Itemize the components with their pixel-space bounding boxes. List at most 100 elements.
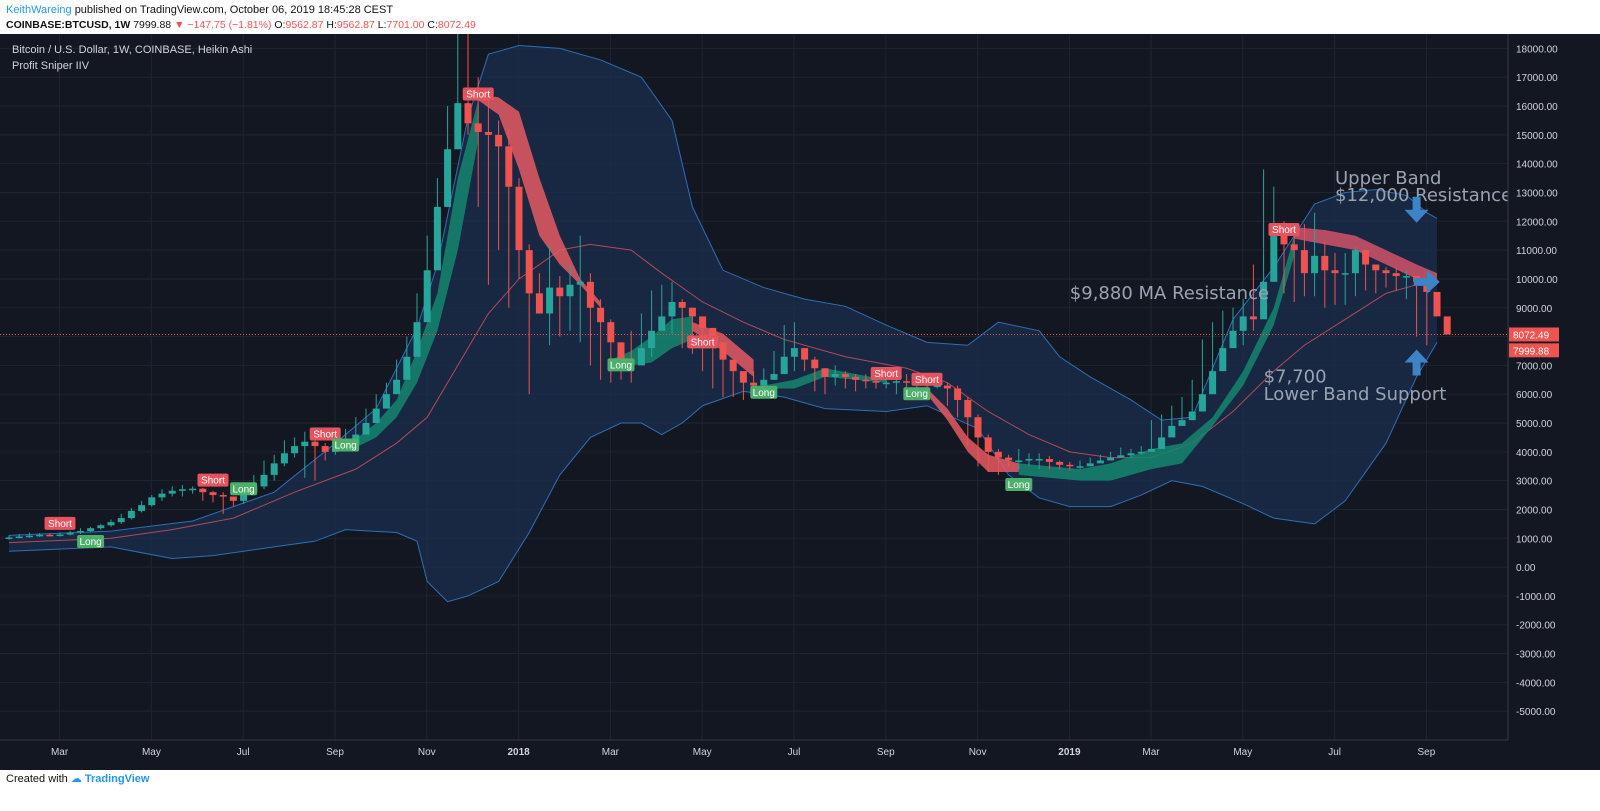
author-link[interactable]: KeithWareing <box>6 4 72 16</box>
candle[interactable] <box>433 206 441 271</box>
candle[interactable] <box>219 495 227 497</box>
candle[interactable] <box>780 356 788 375</box>
candle[interactable] <box>903 381 911 383</box>
candle[interactable] <box>1239 316 1247 331</box>
candle[interactable] <box>699 316 707 328</box>
candle[interactable] <box>46 534 54 537</box>
signal-badge[interactable] <box>1268 222 1300 236</box>
candle[interactable] <box>688 307 696 317</box>
candle[interactable] <box>1188 411 1196 421</box>
candle[interactable] <box>444 149 452 207</box>
candle[interactable] <box>1443 316 1451 335</box>
candle[interactable] <box>280 453 288 464</box>
candle[interactable] <box>760 379 768 386</box>
candle[interactable] <box>1117 455 1125 458</box>
signal-badge[interactable] <box>903 387 931 401</box>
candle[interactable] <box>1341 273 1349 275</box>
candle[interactable] <box>56 534 64 537</box>
candle[interactable] <box>260 474 268 487</box>
candle[interactable] <box>811 359 819 369</box>
candle[interactable] <box>403 356 411 380</box>
candle[interactable] <box>301 441 309 447</box>
candle[interactable] <box>1045 459 1053 462</box>
candle[interactable] <box>790 348 798 357</box>
candle[interactable] <box>1015 460 1023 462</box>
candle[interactable] <box>658 316 666 331</box>
candle[interactable] <box>668 301 676 317</box>
candle[interactable] <box>66 532 74 535</box>
candle[interactable] <box>709 327 717 343</box>
candle[interactable] <box>862 379 870 382</box>
candle[interactable] <box>1035 459 1043 461</box>
candle[interactable] <box>484 131 492 135</box>
candle[interactable] <box>1005 457 1013 461</box>
candle[interactable] <box>25 535 33 538</box>
signal-badge[interactable] <box>911 372 943 386</box>
candle[interactable] <box>270 463 278 475</box>
candle[interactable] <box>474 123 482 132</box>
candle[interactable] <box>321 446 329 452</box>
candle[interactable] <box>1076 466 1084 468</box>
candle[interactable] <box>1198 394 1206 412</box>
candle[interactable] <box>1127 453 1135 456</box>
candle[interactable] <box>240 492 248 501</box>
candle[interactable] <box>852 376 860 380</box>
candle[interactable] <box>1096 460 1104 464</box>
candle[interactable] <box>76 531 84 533</box>
signal-badge[interactable] <box>750 385 778 399</box>
candle[interactable] <box>362 423 370 435</box>
candle[interactable] <box>505 146 513 187</box>
candle[interactable] <box>454 103 462 150</box>
candle[interactable] <box>892 381 900 383</box>
candle[interactable] <box>1249 316 1257 320</box>
signal-badge[interactable] <box>1005 477 1033 491</box>
candle[interactable] <box>1066 464 1074 467</box>
candle[interactable] <box>168 490 176 494</box>
candle[interactable] <box>637 348 645 366</box>
candle[interactable] <box>1382 270 1390 274</box>
candle[interactable] <box>556 287 564 297</box>
candle[interactable] <box>1107 457 1115 461</box>
candle[interactable] <box>382 394 390 409</box>
candle[interactable] <box>1311 255 1319 274</box>
candle[interactable] <box>678 301 686 308</box>
candle[interactable] <box>586 281 594 308</box>
candle[interactable] <box>311 441 319 447</box>
price-chart[interactable]: ShortLongShortLongShortLongShortLongShor… <box>0 34 1600 770</box>
candle[interactable] <box>1290 244 1298 251</box>
candle[interactable] <box>964 399 972 418</box>
candle[interactable] <box>97 525 105 529</box>
signal-badge[interactable] <box>870 367 902 381</box>
candle[interactable] <box>597 307 605 323</box>
candle[interactable] <box>229 496 237 501</box>
candle[interactable] <box>1147 448 1155 452</box>
candle[interactable] <box>607 322 615 343</box>
candle[interactable] <box>841 374 849 377</box>
candle[interactable] <box>372 408 380 424</box>
candle[interactable] <box>148 497 156 506</box>
candle[interactable] <box>15 536 23 539</box>
signal-badge[interactable] <box>607 358 635 372</box>
candle[interactable] <box>1331 270 1339 274</box>
candle[interactable] <box>1300 250 1308 274</box>
candle[interactable] <box>117 518 125 523</box>
signal-badge[interactable] <box>44 516 76 530</box>
candle[interactable] <box>5 537 13 539</box>
candle[interactable] <box>138 505 146 511</box>
indicator-name[interactable]: Profit Sniper IIV <box>12 60 90 72</box>
candle[interactable] <box>566 284 574 297</box>
candle[interactable] <box>107 522 115 526</box>
candle[interactable] <box>933 385 941 388</box>
candle[interactable] <box>393 379 401 395</box>
candle[interactable] <box>821 368 829 377</box>
candle[interactable] <box>525 250 533 294</box>
candle[interactable] <box>729 359 737 372</box>
candle[interactable] <box>1321 255 1329 271</box>
candle[interactable] <box>750 382 758 386</box>
candle[interactable] <box>882 382 890 385</box>
candle[interactable] <box>36 534 44 537</box>
candle[interactable] <box>546 287 554 314</box>
candle[interactable] <box>1433 291 1441 317</box>
candle[interactable] <box>209 492 217 496</box>
candle[interactable] <box>831 374 839 377</box>
